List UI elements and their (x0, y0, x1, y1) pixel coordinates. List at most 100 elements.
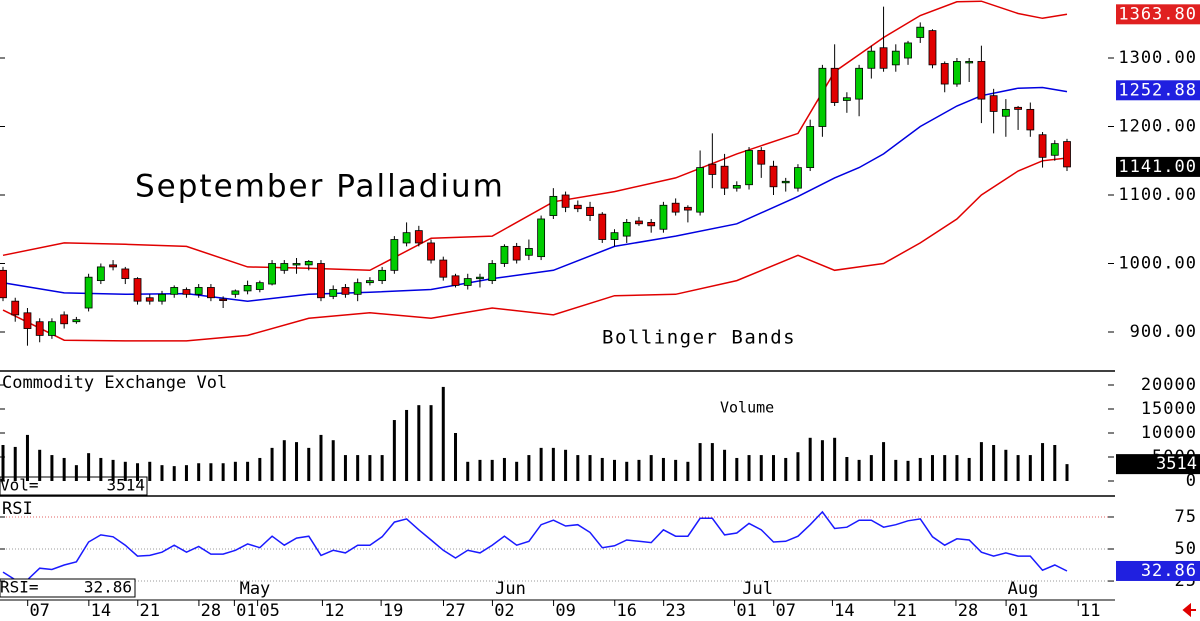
x-tick-label: 16 (616, 601, 636, 621)
x-tick-label: 01 (1008, 601, 1028, 621)
candle-body (635, 220, 643, 225)
last-value-box (1116, 80, 1200, 101)
candle-body (904, 42, 912, 59)
volume-bar (99, 457, 103, 481)
volume-bar (967, 457, 971, 481)
candle-body (683, 206, 692, 211)
x-tick-label: 01 (736, 601, 756, 621)
candle-body (121, 268, 130, 279)
band-line (2, 0, 1068, 272)
candle-body (610, 232, 619, 240)
volume-bar (930, 455, 934, 481)
readout-label: RSI= (0, 578, 39, 597)
volume-bar (723, 449, 727, 481)
band-line (2, 86, 1068, 302)
volume-bar (13, 446, 17, 481)
month-label: Jul (742, 579, 773, 599)
candle-body (573, 204, 582, 210)
volume-bar (392, 420, 396, 481)
volume-bar (246, 461, 250, 481)
last-value-label: 3514 (1156, 454, 1197, 474)
candle-body (1038, 134, 1047, 158)
volume-bar (502, 457, 506, 481)
volume-bar (515, 461, 519, 481)
volume-bar (454, 432, 458, 481)
candle-body (977, 61, 986, 100)
candle-body (476, 276, 484, 280)
volume-bar (588, 455, 592, 481)
volume-bar (74, 465, 78, 481)
candle-body (390, 239, 399, 271)
month-label: May (240, 579, 271, 599)
volume-bar (148, 461, 152, 481)
candle-body (439, 259, 448, 278)
volume-bar (686, 461, 690, 481)
volume-bar (527, 455, 531, 481)
last-value-box (1116, 560, 1200, 581)
candle-body (512, 245, 521, 261)
y-tick-label: 1000.00 (1118, 253, 1197, 273)
candle-body (451, 275, 460, 286)
volume-bar (319, 434, 323, 481)
annotation: Volume (720, 399, 774, 417)
candle-body (1014, 106, 1022, 110)
x-tick-label: 21 (897, 601, 917, 621)
volume-bar (820, 440, 824, 481)
candle-body (696, 167, 705, 213)
volume-bar (282, 440, 286, 481)
candle-body (402, 232, 411, 244)
candle-body (830, 67, 839, 103)
candle-body (891, 50, 900, 66)
last-value-label: 1363.80 (1118, 4, 1197, 24)
volume-bar (735, 457, 739, 481)
candle-body (96, 266, 105, 282)
x-tick-label: 07 (775, 601, 795, 621)
volume-bar (637, 459, 641, 481)
candle-body (524, 248, 533, 256)
volume-bar (62, 457, 66, 481)
readout-box (0, 476, 148, 496)
candle-body (622, 221, 631, 237)
candle-body (879, 47, 888, 69)
volume-bar (209, 463, 213, 481)
volume-bar (674, 459, 678, 481)
y-tick-label: 1200.00 (1118, 117, 1197, 137)
candle-body (1063, 141, 1071, 168)
candle-body (769, 165, 778, 188)
candle-body (292, 263, 301, 266)
candle-body (1026, 108, 1035, 131)
x-tick-label: 19 (383, 601, 403, 621)
volume-bar (845, 456, 849, 481)
candle-body (268, 263, 276, 285)
volume-bar (221, 463, 225, 481)
y-tick-label: 20000 (1141, 375, 1197, 395)
scroll-arrow[interactable] (1182, 602, 1196, 618)
last-value-box (1116, 156, 1200, 177)
candle-body (145, 297, 154, 302)
volume-bar (405, 409, 409, 481)
candle-body (353, 282, 362, 295)
volume-bar (564, 449, 568, 481)
chart-title: September Palladium (135, 169, 505, 205)
candle-body (732, 185, 741, 189)
volume-bar (307, 447, 311, 481)
candle-body (35, 321, 44, 336)
candle-body (158, 293, 166, 302)
volume-bar (747, 455, 751, 481)
volume-bar (1041, 443, 1045, 481)
volume-bar (979, 442, 983, 481)
y-tick-label: 1300.00 (1118, 48, 1197, 68)
candle-body (341, 287, 350, 295)
volume-bar (955, 455, 959, 481)
y-tick-label: 10000 (1141, 423, 1197, 443)
volume-bar (649, 455, 653, 481)
volume-bar (551, 447, 555, 481)
volume-bar (784, 457, 788, 481)
volume-bar (25, 434, 29, 481)
candle-body (757, 150, 766, 165)
volume-bar (87, 453, 91, 481)
x-tick-label: 05 (259, 601, 279, 621)
last-value-label: 1141.00 (1118, 157, 1197, 177)
